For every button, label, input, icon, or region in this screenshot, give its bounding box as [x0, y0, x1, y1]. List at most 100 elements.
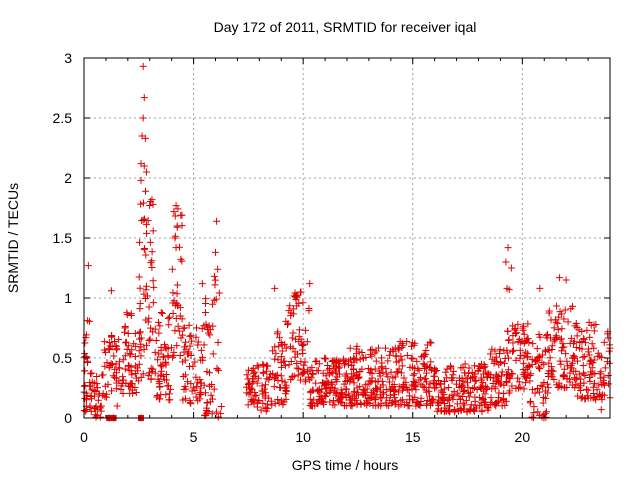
data-point: [426, 392, 434, 400]
data-point: [431, 365, 439, 373]
data-point: [312, 379, 320, 387]
data-point: [440, 400, 448, 408]
data-point: [392, 352, 400, 360]
data-point: [539, 383, 547, 391]
data-point: [254, 363, 262, 371]
data-point: [169, 353, 177, 361]
data-point: [435, 393, 443, 401]
data-point: [535, 388, 543, 396]
data-point: [376, 393, 384, 401]
data-point: [382, 370, 390, 378]
data-point: [253, 403, 261, 411]
data-point: [137, 200, 145, 208]
data-point: [186, 342, 194, 350]
data-point: [121, 324, 129, 332]
data-point: [186, 332, 194, 340]
data-point: [480, 361, 488, 369]
data-point: [178, 257, 186, 265]
data-point: [550, 376, 558, 384]
data-point: [561, 306, 569, 314]
data-point: [173, 342, 181, 350]
data-point: [470, 372, 478, 380]
data-point: [103, 359, 111, 367]
y-tick-label: 3: [64, 50, 72, 66]
data-point: [521, 379, 529, 387]
data-point: [456, 395, 464, 403]
data-point: [179, 396, 187, 404]
data-point: [185, 321, 193, 329]
data-point: [87, 370, 95, 378]
data-point: [107, 287, 115, 295]
y-tick-label: 0.5: [53, 350, 73, 366]
data-point: [447, 364, 455, 372]
data-point: [464, 383, 472, 391]
data-point: [485, 404, 493, 412]
data-point: [127, 312, 135, 320]
data-point: [112, 346, 120, 354]
data-point: [208, 380, 216, 388]
data-point: [574, 392, 582, 400]
data-point: [394, 344, 402, 352]
data-point: [588, 364, 596, 372]
data-point: [350, 379, 358, 387]
data-point: [513, 329, 521, 337]
data-point: [365, 377, 373, 385]
data-point: [478, 385, 486, 393]
data-point: [394, 368, 402, 376]
data-point: [381, 344, 389, 352]
data-point: [142, 168, 150, 176]
data-point: [293, 364, 301, 372]
data-point: [108, 387, 116, 395]
data-point: [154, 318, 162, 326]
data-point: [269, 347, 277, 355]
data-point: [265, 394, 273, 402]
data-point: [157, 367, 165, 375]
data-point: [504, 244, 512, 252]
data-point: [286, 302, 294, 310]
data-point: [397, 369, 405, 377]
data-point: [395, 346, 403, 354]
data-point: [516, 354, 524, 362]
data-point: [356, 382, 364, 390]
data-point: [177, 255, 185, 263]
data-point: [575, 326, 583, 334]
data-point: [559, 340, 567, 348]
data-point: [553, 381, 561, 389]
data-point: [509, 332, 517, 340]
data-point: [598, 396, 606, 404]
data-point: [525, 363, 533, 371]
data-point: [131, 362, 139, 370]
data-point: [577, 394, 585, 402]
data-point: [579, 353, 587, 361]
data-point: [146, 201, 154, 209]
data-point: [243, 371, 251, 379]
data-point: [173, 281, 181, 289]
data-point: [415, 401, 423, 409]
data-point: [305, 304, 313, 312]
data-point: [180, 348, 188, 356]
data-point: [176, 312, 184, 320]
data-point: [248, 367, 256, 375]
data-point: [205, 322, 213, 330]
data-point: [506, 387, 514, 395]
data-point: [136, 335, 143, 343]
data-point: [217, 402, 225, 410]
y-tick-label: 1.5: [53, 230, 73, 246]
data-point: [93, 380, 101, 388]
data-point: [185, 350, 193, 358]
data-point: [390, 388, 398, 396]
data-point: [586, 357, 594, 365]
data-point: [520, 352, 528, 360]
data-point: [389, 346, 397, 354]
data-point: [326, 398, 334, 406]
data-point: [356, 367, 364, 375]
data-point: [471, 362, 479, 370]
data-point: [443, 365, 451, 373]
data-point: [571, 353, 579, 361]
data-point: [180, 385, 188, 393]
data-point: [115, 336, 123, 344]
data-point: [328, 383, 336, 391]
data-point: [172, 315, 180, 323]
data-point: [348, 370, 356, 378]
